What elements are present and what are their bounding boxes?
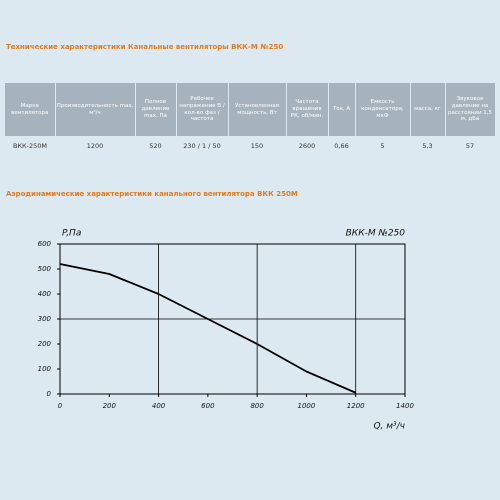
column-header: Частота вращения РК, об/мин. [286, 83, 329, 136]
y-tick-label: 500 [38, 265, 52, 273]
column-header: Полное давление max, Па [135, 83, 177, 136]
column-header: Марка вентилятора [5, 83, 56, 136]
column-header: Звуковое давление на расстоянии 1,5 м, д… [445, 83, 496, 136]
column-header: Емкость конденсатора, мкФ [355, 83, 411, 136]
section-title: Технические характеристики Канальные вен… [6, 43, 284, 51]
table-cell: 150 [250, 142, 264, 150]
table-cell: 57 [465, 142, 475, 150]
y-tick-label: 400 [38, 290, 52, 298]
table-cell: ВКК-250М [12, 142, 48, 150]
chart-title: ВКК-М №250 [346, 229, 406, 239]
x-axis-label: Q, м³/ч [373, 422, 405, 432]
x-tick-label: 0 [58, 402, 63, 410]
x-tick-label: 600 [201, 402, 215, 410]
column-header: Установленная мощность, Вт [228, 83, 287, 136]
x-tick-label: 1000 [298, 402, 316, 410]
y-axis-label: P,Па [62, 229, 81, 239]
column-header: масса, кг [410, 83, 446, 136]
table-cell: 5,3 [422, 142, 433, 150]
y-tick-label: 0 [47, 390, 52, 398]
table-cell: 5 [380, 142, 385, 150]
y-tick-label: 200 [38, 340, 52, 348]
x-tick-label: 400 [152, 402, 166, 410]
y-tick-label: 300 [38, 315, 52, 323]
curve [59, 263, 357, 394]
table-cell: 520 [149, 142, 162, 150]
x-tick-label: 200 [103, 402, 117, 410]
table-cell: 1200 [86, 142, 104, 150]
table-row: ВКК-250М 1200 520 230 / 1 / 50 150 2600 0,66 5 5… [5, 136, 495, 156]
x-tick-label: 1400 [396, 402, 414, 410]
table-cell: 2600 [298, 142, 316, 150]
section-title: Аэродинамические характеристики канально… [6, 190, 298, 198]
y-tick-label: 100 [38, 365, 52, 373]
x-tick-label: 800 [250, 402, 264, 410]
spec-table: Марка вентилятора Производительность max,… [5, 83, 496, 156]
column-header: Рабочее напряжение В / кол-во фаз / част… [176, 83, 229, 136]
y-tick-label: 600 [38, 240, 52, 248]
x-tick-label: 1200 [347, 402, 365, 410]
column-header: Ток, А [328, 83, 356, 136]
column-header: Производительность max, м³/ч [55, 83, 136, 136]
table-cell: 0,66 [334, 142, 349, 150]
table-cell: 230 / 1 / 50 [183, 142, 221, 150]
